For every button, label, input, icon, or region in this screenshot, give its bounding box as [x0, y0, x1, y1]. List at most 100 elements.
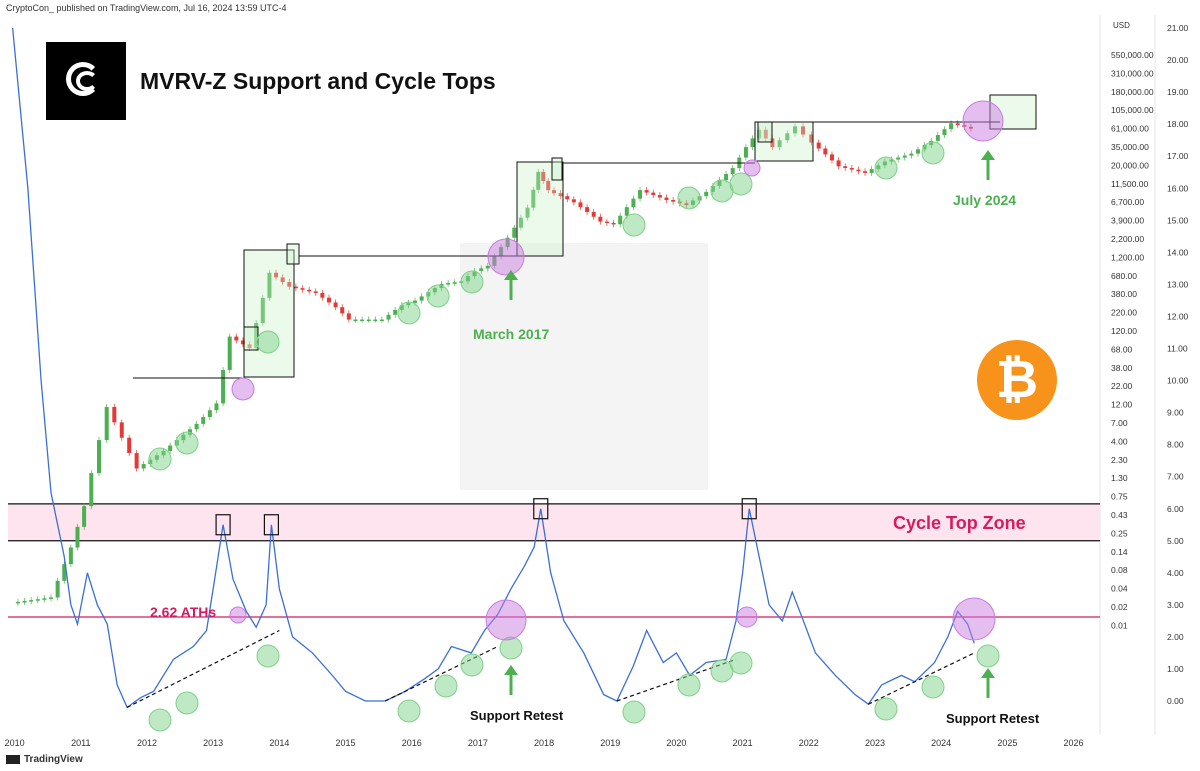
price-candle [379, 319, 384, 322]
price-tick-label: 0.08 [1111, 565, 1128, 575]
price-tick-label: 11,500.00 [1111, 179, 1148, 189]
price-tick-label: 6,700.00 [1111, 197, 1144, 207]
price-candle [896, 157, 901, 160]
support-circle [460, 653, 484, 677]
price-candle [227, 336, 232, 370]
mvrv-peak-box [263, 514, 280, 536]
price-candle [22, 600, 27, 603]
annotation-march-2017: March 2017 [473, 326, 550, 342]
price-candle [604, 221, 609, 224]
price-candle [141, 464, 146, 469]
price-tick-label: 3,900.00 [1111, 216, 1144, 226]
support-trendline [868, 652, 975, 705]
price-tick-label: 680.00 [1111, 271, 1137, 281]
price-candle [104, 406, 109, 441]
price-tick-label: 1,200.00 [1111, 252, 1144, 262]
price-tick-label: 0.04 [1111, 584, 1128, 594]
price-candle [829, 154, 834, 161]
price-candle [793, 126, 798, 134]
up-arrow-head [504, 270, 518, 280]
price-candle [565, 196, 570, 200]
annotation-2-62-aths: 2.62 ATHs [150, 604, 217, 620]
cycle-range-box [551, 157, 563, 181]
mvrv-tick-label: 10.00 [1167, 376, 1189, 386]
price-tick-label: 61,000.00 [1111, 124, 1149, 134]
price-candle [29, 600, 34, 602]
support-circle [256, 330, 280, 354]
price-candle [909, 153, 914, 156]
price-candle [49, 597, 54, 599]
price-candle [624, 207, 629, 216]
support-circle [921, 141, 945, 165]
price-candle [578, 202, 583, 208]
ath-circle [485, 599, 527, 641]
x-tick-label: 2010 [5, 738, 25, 748]
price-candle [916, 149, 920, 154]
price-candle [320, 292, 325, 298]
x-tick-label: 2015 [336, 738, 356, 748]
cycle-top-zone [8, 503, 1100, 541]
price-candle [333, 302, 338, 308]
mvrv-tick-label: 2.00 [1167, 632, 1184, 642]
mvrv-tick-label: 1.00 [1167, 664, 1184, 674]
ath-circle [487, 238, 525, 276]
price-candle [546, 181, 551, 191]
mvrv-tick-label: 20.00 [1167, 55, 1189, 65]
price-candle [340, 307, 345, 314]
price-tick-label: 380.00 [1111, 289, 1137, 299]
price-candle [598, 216, 603, 222]
mvrv-tick-label: 7.00 [1167, 472, 1184, 482]
mvrv-peak-box [533, 498, 549, 520]
cycle-range-box [243, 249, 295, 378]
support-circle [677, 673, 701, 697]
x-tick-label: 2022 [799, 738, 819, 748]
price-candle [552, 190, 556, 194]
tradingview-logo-icon [6, 754, 20, 764]
mvrv-tick-label: 18.00 [1167, 119, 1189, 129]
up-arrow-head [504, 665, 518, 675]
price-candle [127, 437, 132, 454]
cycle-range-box [286, 243, 300, 265]
mvrv-peak-box [215, 514, 231, 536]
price-candle [194, 423, 199, 430]
x-tick-label: 2016 [402, 738, 422, 748]
price-tick-label: 0.02 [1111, 602, 1128, 612]
price-candle [816, 142, 821, 149]
support-circle [874, 156, 898, 180]
support-circle [622, 213, 646, 237]
mvrv-tick-label: 17.00 [1167, 151, 1189, 161]
price-tick-label: 4.00 [1111, 436, 1128, 446]
price-candle [558, 193, 563, 197]
chart-attribution: CryptoCon_ published on TradingView.com,… [6, 3, 287, 13]
price-candle [112, 406, 117, 423]
x-tick-label: 2013 [203, 738, 223, 748]
annotation-july-2024: July 2024 [953, 192, 1017, 208]
price-candle [346, 313, 351, 320]
cycle-range-box [516, 161, 564, 257]
support-circle [426, 284, 450, 308]
ath-circle [736, 606, 758, 628]
price-candle [836, 160, 841, 167]
x-tick-label: 2014 [269, 738, 289, 748]
price-candle [134, 453, 139, 469]
chart-title: MVRV-Z Support and Cycle Tops [140, 68, 496, 94]
price-candle [657, 195, 662, 198]
logo-inner-c-icon [76, 71, 98, 91]
price-candle [611, 222, 616, 225]
support-circle [148, 708, 172, 732]
price-tick-label: 1.30 [1111, 473, 1128, 483]
price-tick-label: 0.75 [1111, 492, 1128, 502]
price-candle [536, 171, 541, 190]
price-tick-label: 68.00 [1111, 344, 1133, 354]
price-candle [518, 217, 523, 228]
support-circle [397, 301, 421, 325]
price-candle [743, 147, 748, 158]
price-candle [366, 319, 371, 322]
price-candle [763, 129, 768, 139]
price-tick-label: 0.14 [1111, 547, 1128, 557]
price-candle [168, 445, 173, 451]
price-candle [485, 265, 490, 269]
x-tick-label: 2011 [71, 738, 90, 748]
mvrv-tick-label: 16.00 [1167, 183, 1189, 193]
